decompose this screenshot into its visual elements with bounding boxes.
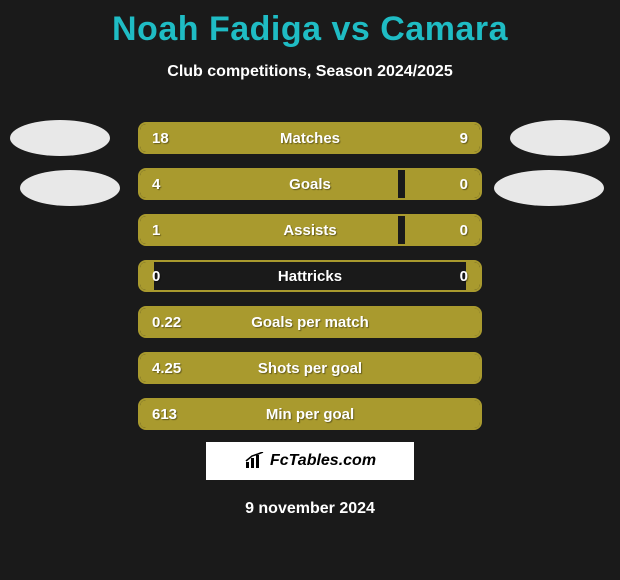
stat-metric-label: Goals <box>140 176 480 193</box>
date-label: 9 november 2024 <box>0 500 620 518</box>
player-right-avatar-bottom <box>494 170 604 206</box>
stat-row: 0Hattricks0 <box>138 260 482 292</box>
stat-metric-label: Goals per match <box>140 314 480 331</box>
stat-metric-label: Min per goal <box>140 406 480 423</box>
stat-row: 0.22Goals per match <box>138 306 482 338</box>
player-left-avatar-bottom <box>20 170 120 206</box>
comparison-rows: 18Matches94Goals01Assists00Hattricks00.2… <box>138 122 482 444</box>
player-right-avatar-top <box>510 120 610 156</box>
stat-metric-label: Hattricks <box>140 268 480 285</box>
stat-row: 4.25Shots per goal <box>138 352 482 384</box>
player-left-avatar-top <box>10 120 110 156</box>
stat-row: 4Goals0 <box>138 168 482 200</box>
page-subtitle: Club competitions, Season 2024/2025 <box>0 63 620 81</box>
stat-row: 1Assists0 <box>138 214 482 246</box>
stat-metric-label: Shots per goal <box>140 360 480 377</box>
stat-value-right: 0 <box>460 268 468 285</box>
footer-text: FcTables.com <box>270 452 376 470</box>
stat-metric-label: Assists <box>140 222 480 239</box>
stat-metric-label: Matches <box>140 130 480 147</box>
stat-row: 18Matches9 <box>138 122 482 154</box>
stat-value-right: 0 <box>460 176 468 193</box>
page-title: Noah Fadiga vs Camara <box>0 0 620 49</box>
stat-value-right: 9 <box>460 130 468 147</box>
footer-badge: FcTables.com <box>206 442 414 480</box>
stat-row: 613Min per goal <box>138 398 482 430</box>
chart-icon <box>244 452 266 470</box>
stat-value-right: 0 <box>460 222 468 239</box>
